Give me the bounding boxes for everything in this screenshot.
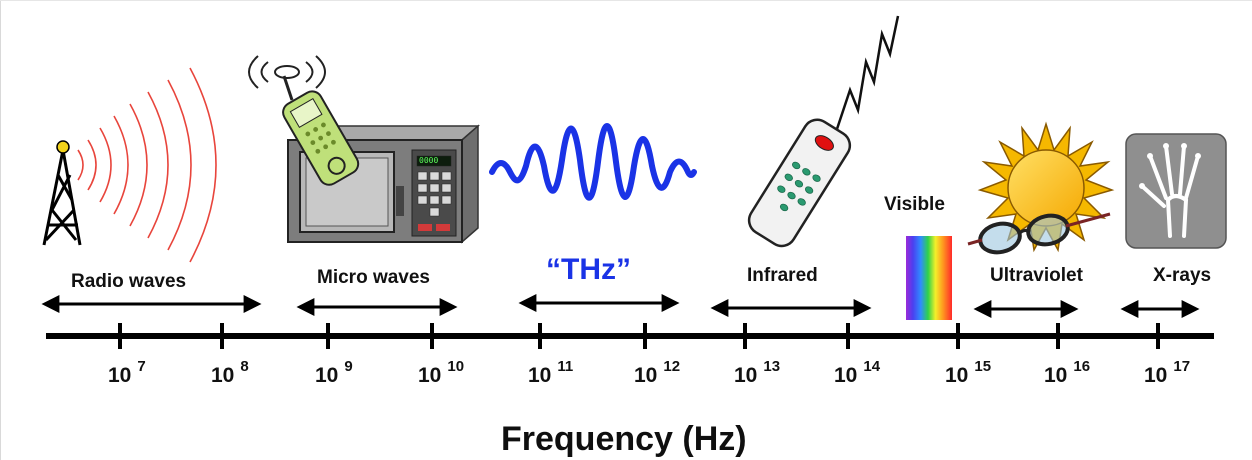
tick-label-1e15: 10 15 [945,358,992,387]
label-radio-waves: Radio waves [71,271,187,292]
label-micro-waves: Micro waves [317,267,430,288]
radio-tower-icon [42,67,217,263]
tick-label-1e16: 10 16 [1044,358,1091,387]
frame-left-border [0,0,1,460]
sunglasses-icon [967,212,1111,255]
xray-hand-icon [1125,133,1227,249]
microwave-display-text: 0000 [419,156,439,165]
tick-label-1e14: 10 14 [834,358,881,387]
axis-title: Frequency (Hz) [501,420,747,458]
label-visible: Visible [884,194,945,215]
label-ultraviolet: Ultraviolet [990,265,1083,286]
tick-label-1e17: 10 17 [1144,358,1191,387]
tick-label-1e7: 10 7 [108,358,146,387]
rainbow-spectrum-icon [906,236,952,320]
white-patch [1020,420,1252,460]
sun-icon [977,121,1115,253]
label-thz: “THz” [546,253,631,286]
remote-control-icon [747,15,900,248]
tick-label-1e8: 10 8 [211,358,249,387]
tick-label-1e11: 10 11 [528,358,574,387]
axis-ticks [118,323,1160,349]
label-infrared: Infrared [747,265,818,286]
tick-label-1e12: 10 12 [634,358,681,387]
label-xrays: X-rays [1153,265,1212,286]
thz-wave-icon [489,123,697,201]
tick-label-1e9: 10 9 [315,358,353,387]
tick-label-1e10: 10 10 [418,358,465,387]
cell-phone-icon [248,55,360,186]
frame-top-border [0,0,1252,1]
tick-label-1e13: 10 13 [734,358,781,387]
